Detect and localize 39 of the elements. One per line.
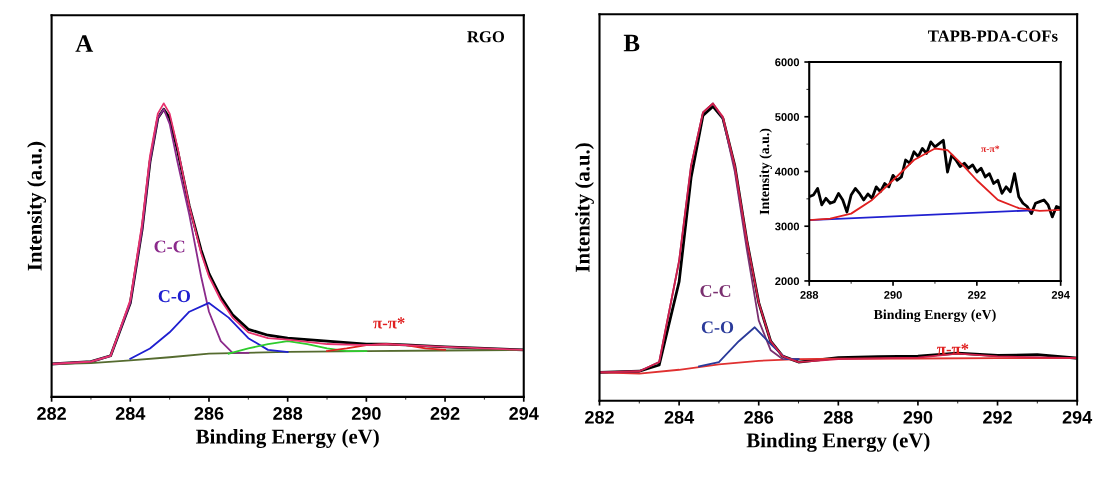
x-tick-label: 284 (115, 407, 146, 420)
y-tick-label: 4000 (774, 167, 800, 176)
annotation: C-C (154, 240, 185, 253)
y-axis-title: Intensity (a.u.) (575, 143, 594, 272)
x-tick-label: 288 (273, 407, 303, 420)
annotation: C-C (700, 284, 731, 298)
x-tick-label: 290 (351, 407, 381, 420)
x-tick-label: 292 (967, 290, 986, 299)
x-tick-label: 290 (903, 410, 933, 424)
x-axis-title: Binding Energy (eV) (196, 428, 379, 449)
x-tick-label: 288 (823, 410, 853, 424)
x-tick-label: 288 (800, 290, 819, 299)
annotation: C-O (158, 290, 191, 303)
y-tick-label: 3000 (775, 222, 800, 231)
x-tick-label: 282 (37, 407, 66, 420)
text: TAPB-PDA-COFs (928, 30, 1058, 42)
x-tick-label: 286 (744, 410, 774, 424)
x-tick-label: 294 (1051, 290, 1070, 299)
x-tick-label: 292 (430, 407, 460, 420)
x-axis-title: Binding Energy (eV) (873, 309, 996, 323)
text: B (623, 34, 640, 52)
x-tick-label: 284 (664, 410, 695, 424)
y-tick-label: 2000 (775, 277, 800, 286)
x-tick-label: 290 (884, 290, 902, 299)
text: A (75, 35, 94, 52)
x-tick-label: 282 (585, 410, 614, 424)
annotation: π-π* (981, 145, 1000, 153)
annotation: π-π* (373, 317, 405, 329)
y-axis-title: Intensity (a.u.) (27, 141, 47, 271)
y-axis-title: Intensity (a.u.) (759, 128, 773, 215)
x-tick-label: 286 (194, 407, 224, 420)
y-tick-label: 6000 (775, 58, 800, 67)
x-axis-title: Binding Energy (eV) (746, 432, 930, 452)
x-tick-label: 294 (1062, 410, 1093, 424)
text: RGO (467, 31, 505, 43)
x-tick-label: 294 (509, 407, 539, 420)
x-tick-label: 292 (983, 410, 1012, 424)
y-tick-label: 5000 (775, 113, 800, 121)
annotation: C-O (701, 321, 734, 334)
